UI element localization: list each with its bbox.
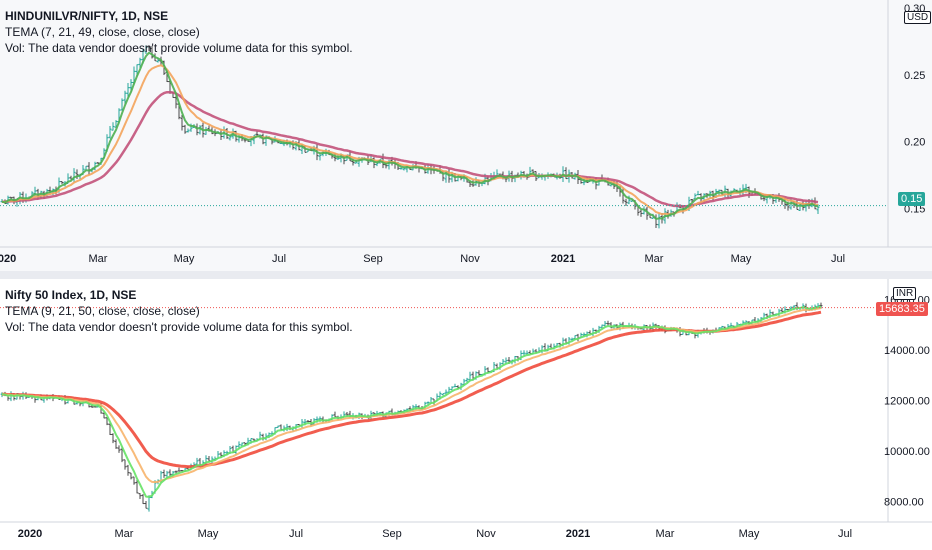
y-tick-label: 8000.00: [884, 496, 924, 508]
bottom-indicator-label[interactable]: TEMA (9, 21, 50, close, close, close): [5, 304, 200, 318]
x-tick-label: Jul: [838, 528, 852, 540]
x-tick-label: Sep: [382, 528, 402, 540]
x-tick-label: May: [198, 528, 219, 540]
x-tick-label: Sep: [363, 253, 383, 265]
x-tick-label: Mar: [115, 528, 134, 540]
pane-separator[interactable]: [0, 271, 932, 279]
x-tick-label: Jul: [289, 528, 303, 540]
tema-mid-line: [1, 307, 822, 484]
top-chart-svg[interactable]: 0.300.250.200.152020MarMayJulSepNov2021M…: [0, 0, 932, 271]
tema-fast-line: [1, 51, 819, 220]
x-tick-label: Nov: [460, 253, 480, 265]
x-tick-label: 2020: [18, 528, 42, 540]
top-price-label: 0.15: [898, 192, 926, 206]
y-tick-label: 10000.00: [884, 446, 930, 458]
top-currency-badge[interactable]: USD: [904, 11, 932, 24]
y-tick-label: 14000.00: [884, 345, 930, 357]
tema-slow-line: [1, 90, 819, 208]
top-indicator-label[interactable]: TEMA (7, 21, 49, close, close, close): [5, 25, 200, 39]
x-tick-label: Mar: [645, 253, 664, 265]
bottom-volume-note: Vol: The data vendor doesn't provide vol…: [5, 320, 353, 334]
y-tick-label: 0.15: [904, 203, 925, 215]
x-tick-label: Nov: [476, 528, 496, 540]
bottom-symbol-title[interactable]: Nifty 50 Index, 1D, NSE: [5, 288, 137, 302]
x-tick-label: May: [731, 253, 752, 265]
bottom-price-label: 15683.35: [876, 302, 928, 316]
y-tick-label: 0.25: [904, 70, 925, 82]
x-tick-label: 2021: [566, 528, 590, 540]
bottom-chart-pane[interactable]: 16000.00 14000.00 12000.00 10000.00 8000.00 2…: [0, 279, 932, 550]
x-tick-label: 2020: [0, 253, 16, 265]
top-volume-note: Vol: The data vendor doesn't provide vol…: [5, 41, 353, 55]
x-tick-label: May: [739, 528, 760, 540]
top-symbol-title[interactable]: HINDUNILVR/NIFTY, 1D, NSE: [5, 9, 169, 23]
bottom-legend: Nifty 50 Index, 1D, NSE TEMA (9, 21, 50,…: [5, 287, 353, 335]
tema-mid-line: [1, 64, 819, 216]
top-chart-pane[interactable]: 0.300.250.200.152020MarMayJulSepNov2021M…: [0, 0, 932, 271]
x-tick-label: Jul: [831, 253, 845, 265]
y-tick-label: 0.20: [904, 137, 925, 149]
x-tick-label: Mar: [89, 253, 108, 265]
x-tick-label: Jul: [272, 253, 286, 265]
tema-fast-line: [1, 305, 822, 498]
bottom-currency-badge[interactable]: INR: [893, 287, 917, 300]
x-tick-label: 2021: [551, 253, 575, 265]
x-tick-label: May: [174, 253, 195, 265]
y-tick-label: 12000.00: [884, 396, 930, 408]
bottom-chart-svg[interactable]: 16000.0014000.0012000.0010000.008000.002…: [0, 279, 932, 550]
x-tick-label: Mar: [656, 528, 675, 540]
top-legend: HINDUNILVR/NIFTY, 1D, NSE TEMA (7, 21, 4…: [5, 8, 353, 56]
